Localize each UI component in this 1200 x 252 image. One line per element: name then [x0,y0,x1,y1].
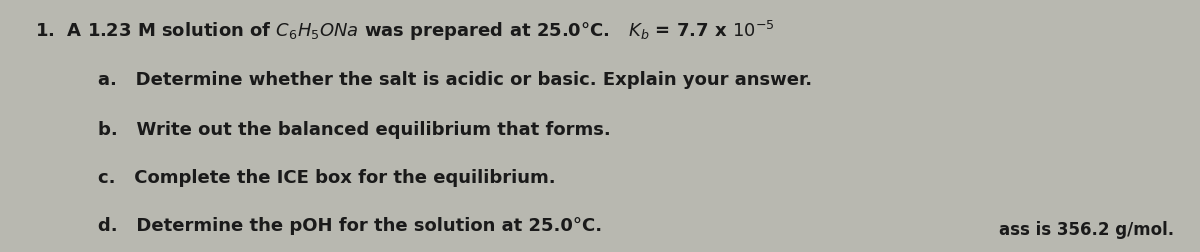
Text: a.   Determine whether the salt is acidic or basic. Explain your answer.: a. Determine whether the salt is acidic … [97,71,812,89]
Text: b.   Write out the balanced equilibrium that forms.: b. Write out the balanced equilibrium th… [97,121,611,139]
Text: d.   Determine the pOH for the solution at 25.0°C.: d. Determine the pOH for the solution at… [97,216,602,234]
Text: 1.  A 1.23 M solution of $C_6H_5ONa$ was prepared at 25.0°C.   $K_b$ = 7.7 x $10: 1. A 1.23 M solution of $C_6H_5ONa$ was … [35,19,775,43]
Text: c.   Complete the ICE box for the equilibrium.: c. Complete the ICE box for the equilibr… [97,168,556,186]
Text: ass is 356.2 g/mol.: ass is 356.2 g/mol. [1000,220,1174,238]
